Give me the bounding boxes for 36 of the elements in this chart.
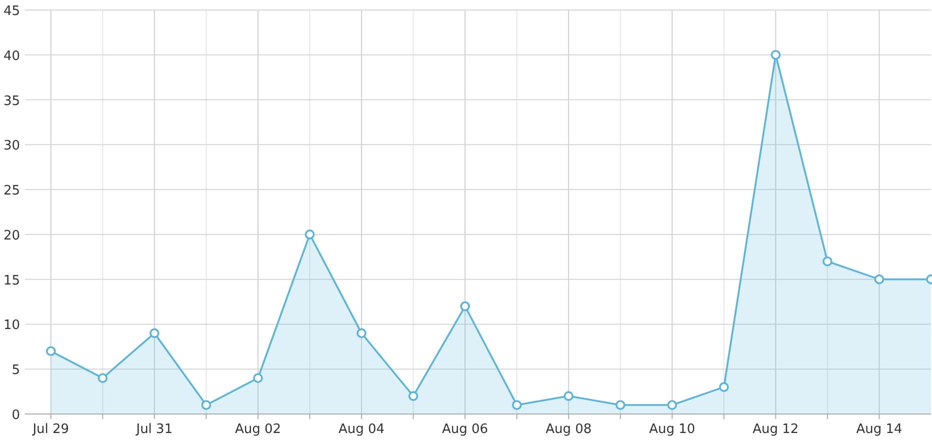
point: [564, 391, 574, 401]
point: [874, 274, 884, 284]
point: [46, 346, 56, 356]
point: [770, 50, 781, 60]
y-tick-label: 10: [3, 318, 20, 334]
y-tick-label: 30: [3, 138, 20, 154]
x-tick-label: Jul 31: [135, 422, 173, 437]
y-tick-label: 25: [3, 184, 20, 199]
x-tick-label: Jul 29: [32, 422, 70, 437]
y-tick-label: 15: [3, 273, 20, 288]
point: [822, 256, 832, 266]
point: [460, 301, 470, 312]
y-tick-label: 40: [3, 48, 20, 64]
point: [98, 373, 108, 383]
point: [150, 328, 160, 338]
point: [667, 400, 678, 410]
x-tick-label: Aug 08: [546, 422, 592, 437]
y-tick-label: 5: [12, 363, 20, 378]
point: [356, 328, 366, 338]
y-tick-label: 0: [12, 408, 20, 423]
x-tick-label: Aug 02: [234, 422, 282, 437]
x-tick-label: Aug 10: [649, 422, 696, 437]
x-tick-label: Aug 04: [338, 422, 385, 437]
y-tick-label: 35: [3, 94, 20, 109]
point: [512, 400, 522, 410]
x-tick-label: Aug 06: [442, 422, 488, 437]
x-tick-label: Aug 14: [856, 422, 902, 437]
y-tick-label: 45: [3, 4, 20, 19]
point: [304, 230, 315, 240]
point: [253, 373, 263, 383]
point: [201, 400, 212, 410]
y-tick-label: 20: [3, 228, 20, 244]
point: [408, 391, 418, 401]
point: [615, 400, 626, 410]
point: [719, 382, 729, 392]
x-tick-label: Aug 12: [752, 422, 799, 437]
